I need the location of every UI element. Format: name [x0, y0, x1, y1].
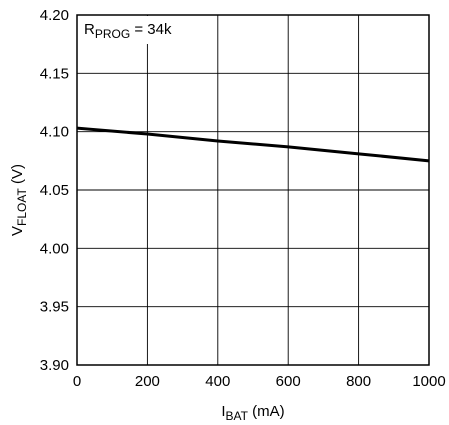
x-tick-label: 200	[135, 373, 160, 390]
annotation-subscript: PROG	[95, 27, 130, 41]
annotation-backdrop	[81, 16, 175, 44]
x-tick-label: 400	[205, 373, 230, 390]
y-axis-label: VFLOAT (V)	[9, 164, 29, 236]
x-tick-label: 800	[346, 373, 371, 390]
x-tick-label: 600	[276, 373, 301, 390]
plot-frame	[76, 14, 430, 366]
annotation-main: R	[84, 21, 95, 38]
grid	[76, 14, 430, 366]
y-tick-label: 3.90	[40, 357, 69, 374]
x-tick-label: 1000	[412, 373, 445, 390]
rprog-annotation: RPROG = 34k	[84, 21, 172, 41]
series-group	[76, 126, 430, 163]
y-tick-label: 4.00	[40, 240, 69, 257]
annotation-rest: = 34k	[130, 21, 172, 38]
y-tick-label: 4.10	[40, 124, 69, 141]
y-tick-label: 4.20	[40, 7, 69, 24]
y-tick-label: 4.15	[40, 65, 69, 82]
x-tick-labels: 0 200 400 600 800 1000	[73, 373, 446, 390]
series-line	[76, 126, 430, 163]
x-axis-label: IBAT (mA)	[221, 403, 284, 423]
x-tick-label: 0	[73, 373, 81, 390]
y-tick-label: 3.95	[40, 299, 69, 316]
y-tick-label: 4.05	[40, 182, 69, 199]
y-tick-labels: 3.90 3.95 4.00 4.05 4.10 4.15 4.20	[40, 7, 69, 374]
